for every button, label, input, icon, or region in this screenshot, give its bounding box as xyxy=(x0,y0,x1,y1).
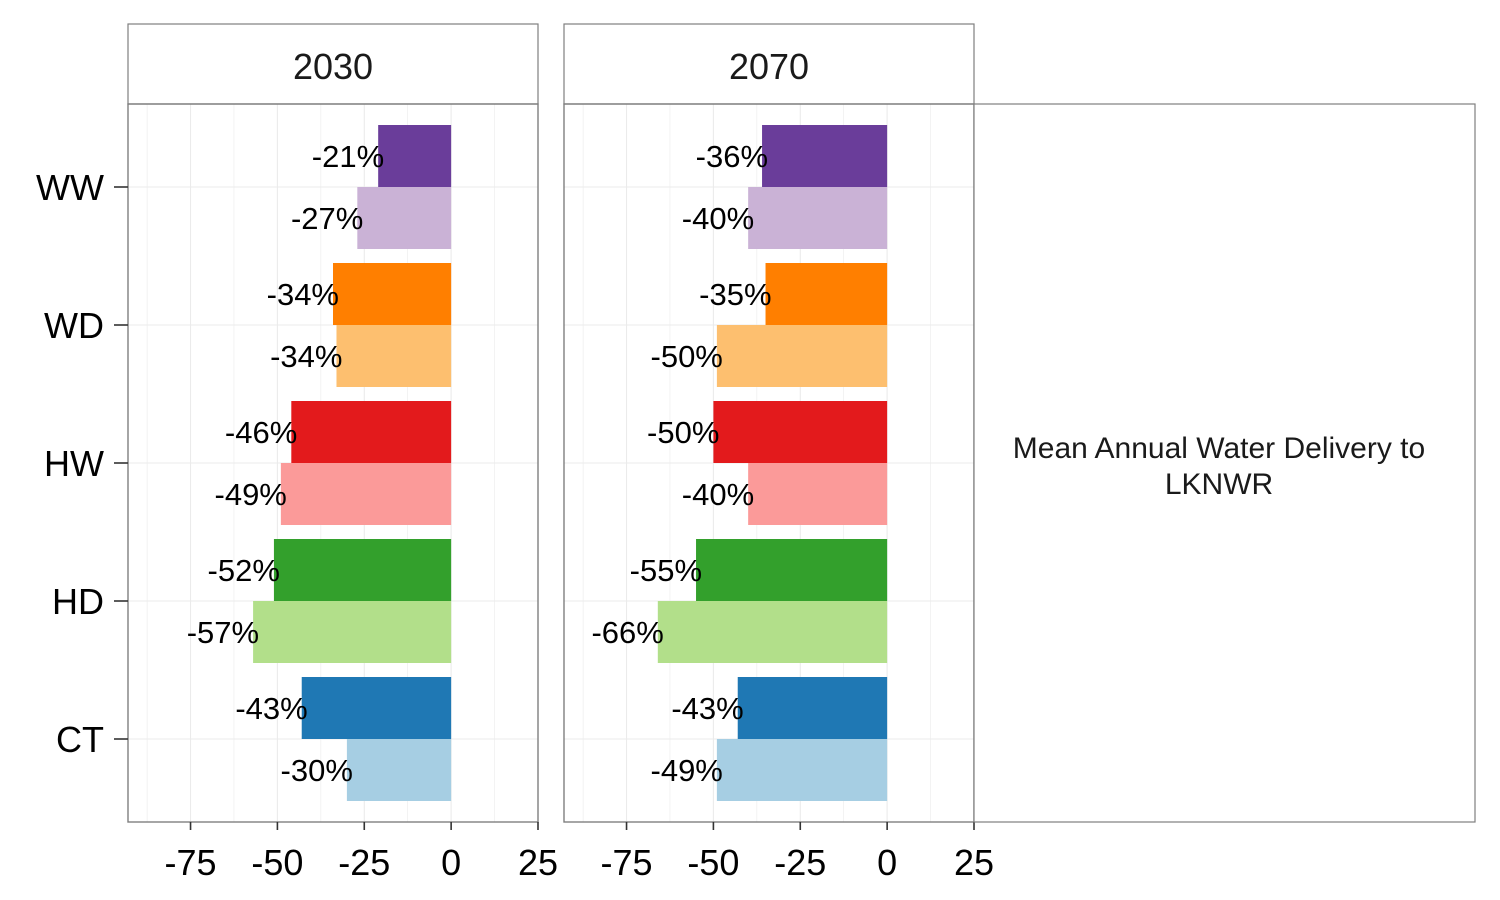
x-tick-label: -75 xyxy=(165,842,217,883)
bar-label: -49% xyxy=(651,753,723,788)
facet-label-2070: 2070 xyxy=(729,46,809,87)
bar-label: -43% xyxy=(235,691,307,726)
bar-2070-ww-b xyxy=(748,187,888,249)
bar-2030-hw-b xyxy=(280,463,452,525)
x-tick-label: -25 xyxy=(774,842,826,883)
bar-label: -27% xyxy=(291,201,363,236)
bar-2030-ct-a xyxy=(301,677,452,739)
axes: -75 -50 -25 0 25 -75 -50 -25 0 25 WW WD HW HD CT xyxy=(36,167,994,883)
bar-2070-wd-b xyxy=(716,325,888,387)
bar-2070-hd-a xyxy=(696,539,888,601)
bar-label: -35% xyxy=(699,277,771,312)
x-tick-label: 0 xyxy=(877,842,897,883)
bar-2070-ww-a xyxy=(762,125,888,187)
x-tick-label: -25 xyxy=(338,842,390,883)
x-tick-label: -75 xyxy=(601,842,653,883)
bar-label: -52% xyxy=(208,553,280,588)
bars xyxy=(253,125,888,801)
bar-2070-wd-a xyxy=(765,263,888,325)
y-tick-label-ct: CT xyxy=(56,719,104,760)
facet-strip-2030 xyxy=(127,23,539,105)
bar-label: -40% xyxy=(682,477,754,512)
bar-label: -49% xyxy=(215,477,287,512)
caption-line-2: LKNWR xyxy=(1165,468,1273,501)
bar-label: -40% xyxy=(682,201,754,236)
y-tick-label-hw: HW xyxy=(44,443,104,484)
caption-line-1: Mean Annual Water Delivery to xyxy=(1013,432,1425,465)
bar-label: -50% xyxy=(651,339,723,374)
bar-2070-ct-a xyxy=(737,677,888,739)
bar-label: -66% xyxy=(591,615,663,650)
bar-label: -30% xyxy=(281,753,353,788)
bar-2030-wd-b xyxy=(336,325,452,387)
bar-label: -50% xyxy=(647,415,719,450)
bar-label: -46% xyxy=(225,415,297,450)
caption-panel: Mean Annual Water Delivery to LKNWR xyxy=(973,103,1476,823)
bar-label: -34% xyxy=(267,277,339,312)
bar-2070-ct-b xyxy=(716,739,888,801)
bar-labels: -21% -27% -34% -34% -46% -49% -52% -57% -43% -30%… xyxy=(187,139,772,788)
bar-2030-hd-a xyxy=(273,539,452,601)
bar-2070-hd-b xyxy=(657,601,888,663)
bar-label: -57% xyxy=(187,615,259,650)
bar-label: -36% xyxy=(696,139,768,174)
bar-2030-wd-a xyxy=(333,263,452,325)
x-tick-label: -50 xyxy=(251,842,303,883)
facet-label-2030: 2030 xyxy=(293,46,373,87)
facet-strip-2070 xyxy=(563,23,975,105)
x-tick-label: 25 xyxy=(954,842,994,883)
bar-label: -55% xyxy=(630,553,702,588)
panel-frames: 2030 2070 xyxy=(127,23,975,823)
x-tick-label: 25 xyxy=(518,842,558,883)
x-tick-label: 0 xyxy=(441,842,461,883)
y-tick-label-hd: HD xyxy=(52,581,104,622)
bar-2030-ct-b xyxy=(346,739,452,801)
bar-2070-hw-a xyxy=(713,401,888,463)
bar-label: -43% xyxy=(671,691,743,726)
bar-2030-hd-b xyxy=(253,601,452,663)
bar-2030-ww-b xyxy=(357,187,452,249)
bar-2030-ww-a xyxy=(378,125,452,187)
y-tick-label-wd: WD xyxy=(44,305,104,346)
bar-2030-hw-a xyxy=(291,401,452,463)
bar-label: -34% xyxy=(270,339,342,374)
x-tick-label: -50 xyxy=(687,842,739,883)
bar-label: -21% xyxy=(312,139,384,174)
bar-2070-hw-b xyxy=(748,463,888,525)
y-tick-label-ww: WW xyxy=(36,167,104,208)
